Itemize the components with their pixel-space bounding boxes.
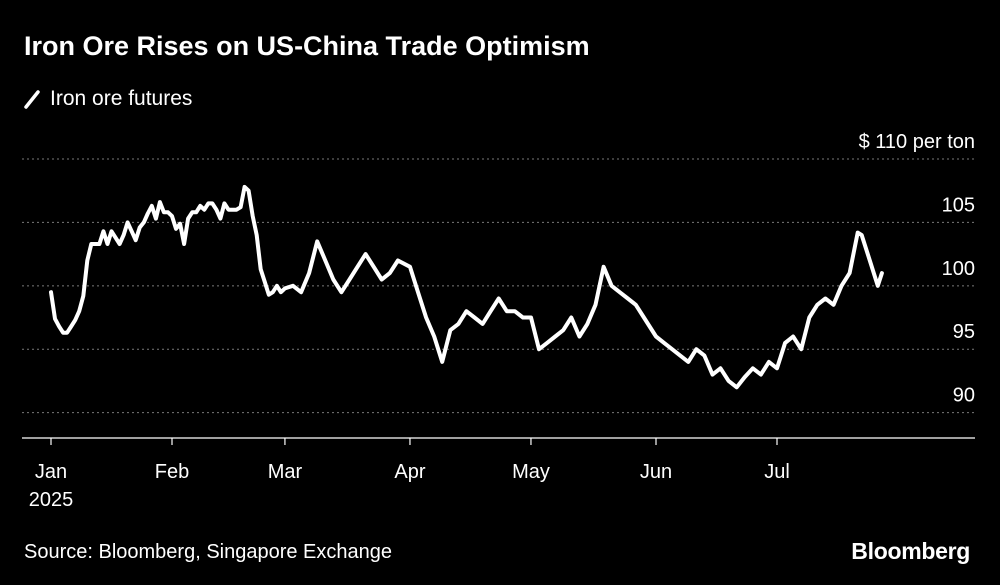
legend: Iron ore futures: [24, 87, 192, 111]
x-tick-label: Jul: [764, 461, 790, 483]
series-layer: [49, 184, 884, 390]
gridlines: [22, 158, 975, 414]
brand-logo: Bloomberg: [851, 538, 970, 564]
x-tick-sublabel: 2025: [29, 489, 74, 511]
y-tick-label: $ 110 per ton: [859, 131, 975, 153]
y-tick-label: 105: [942, 194, 975, 216]
x-tick-label: Feb: [155, 461, 189, 483]
series-line-iron-ore-futures: [49, 184, 884, 390]
x-tick-label: Apr: [394, 461, 425, 483]
x-tick-label: May: [512, 461, 550, 483]
y-tick-label: 95: [953, 321, 975, 343]
y-tick-label: 100: [942, 258, 975, 280]
x-axis: [22, 437, 975, 445]
x-tick-label: Jun: [640, 461, 672, 483]
x-tick-label: Mar: [268, 461, 303, 483]
legend-line-icon: [24, 90, 40, 109]
source-note: Source: Bloomberg, Singapore Exchange: [24, 541, 393, 563]
y-axis-labels: 90 95 100 105 $ 110 per ton: [859, 131, 975, 407]
y-tick-label: 90: [953, 385, 975, 407]
chart-title: Iron Ore Rises on US-China Trade Optimis…: [24, 31, 590, 61]
x-tick-label: Jan: [35, 461, 67, 483]
legend-label: Iron ore futures: [50, 87, 193, 110]
x-axis-labels: Jan 2025 Feb Mar Apr May Jun Jul: [29, 461, 790, 511]
